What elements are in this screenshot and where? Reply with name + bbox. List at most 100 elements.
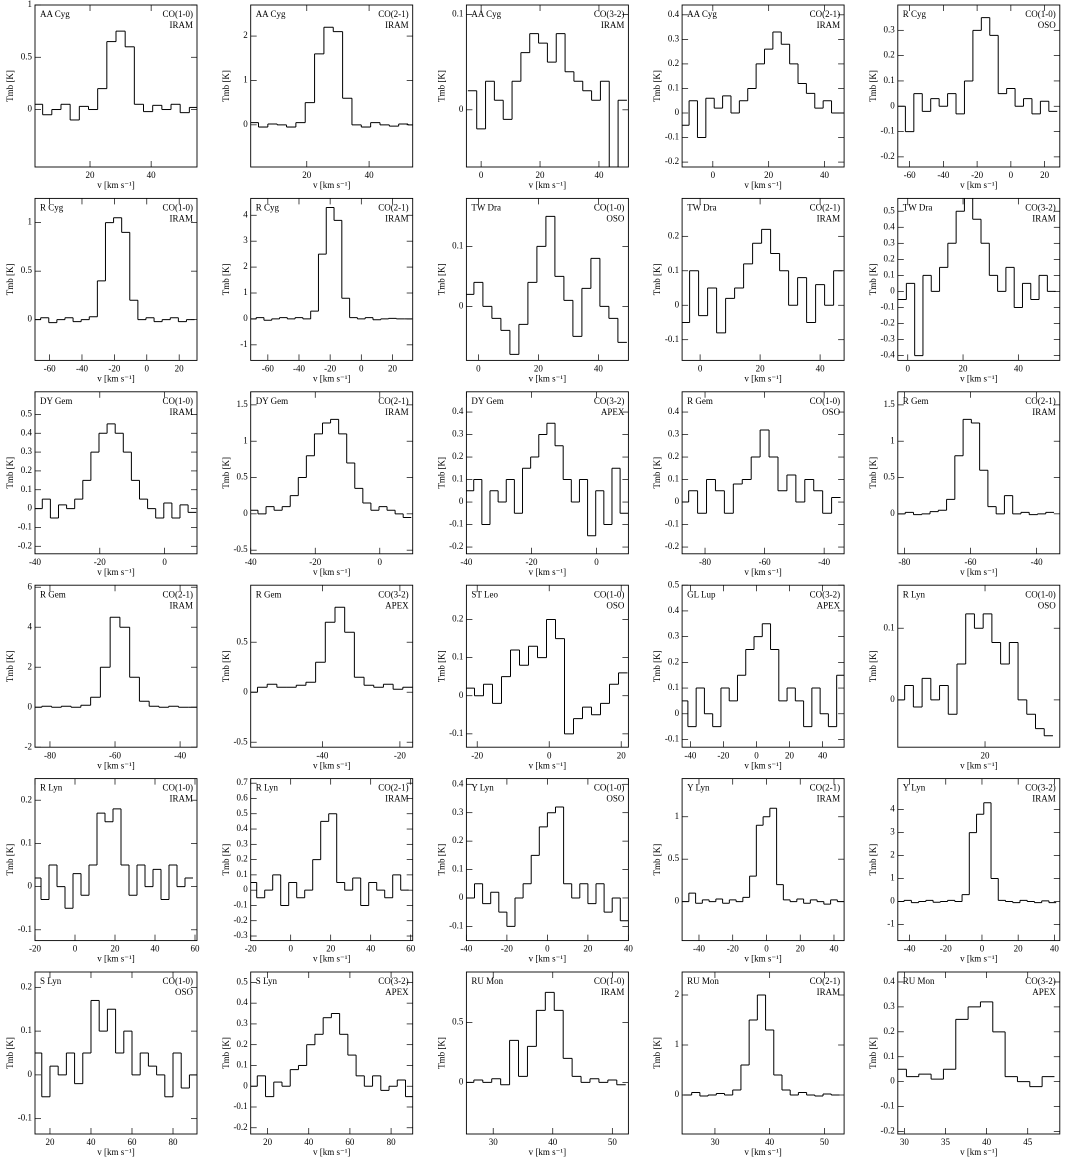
panel: 20 0 0.1 R Lyn CO(1-0)OSO v [km s⁻¹] Tmb [K] <box>868 584 1061 770</box>
spectrum <box>466 806 629 927</box>
panel: -80 -60 -40 -0.2 -0.1 0 0.1 0.2 0.3 0.4 R Gem CO(1-… <box>652 391 845 577</box>
transition: CO(3-2) <box>810 589 841 599</box>
star-name: R Lyn <box>903 589 926 599</box>
y-tick-label: -0.2 <box>881 151 895 161</box>
y-tick-label: 0 <box>675 708 680 718</box>
y-tick-label: 0.4 <box>884 221 896 231</box>
x-axis-label: v [km s⁻¹] <box>744 1147 781 1157</box>
transition: CO(1-0) <box>594 202 625 212</box>
y-tick-label: 0 <box>243 313 248 323</box>
telescope: APEX <box>385 600 409 610</box>
x-tick-label: -20 <box>394 750 406 760</box>
star-name: R Cyg <box>256 202 280 212</box>
y-tick-label: 0.1 <box>452 9 463 19</box>
y-tick-label: 3 <box>890 827 895 837</box>
spectrum <box>466 422 629 537</box>
y-tick-label: 0 <box>890 896 895 906</box>
telescope: IRAM <box>817 794 841 804</box>
y-tick-label: 1.5 <box>236 399 248 409</box>
x-tick-label: 0 <box>288 944 293 954</box>
x-tick-label: 20 <box>756 363 766 373</box>
y-tick-label: -0.5 <box>233 736 248 746</box>
star-name: TW Dra <box>471 202 501 212</box>
x-tick-label: 80 <box>387 1137 397 1147</box>
y-tick-label: -2 <box>25 741 33 751</box>
telescope: OSO <box>606 213 625 223</box>
x-tick-label: 20 <box>388 363 398 373</box>
x-tick-label: -40 <box>818 557 830 567</box>
y-axis-label: Tmb [K] <box>5 1037 15 1069</box>
y-tick-label: 3 <box>243 235 248 245</box>
plot-frame <box>897 4 1061 168</box>
star-name: R Gem <box>40 589 66 599</box>
y-axis-label: Tmb [K] <box>436 457 446 489</box>
y-tick-label: 0.3 <box>668 631 680 641</box>
telescope: IRAM <box>817 20 841 30</box>
spectrum <box>35 217 195 324</box>
y-tick-label: 0.2 <box>884 253 895 263</box>
y-tick-label: -0.3 <box>881 334 896 344</box>
star-name: RU Mon <box>687 976 719 986</box>
telescope: IRAM <box>385 213 409 223</box>
x-tick-label: 45 <box>1023 1137 1033 1147</box>
x-axis-label: v [km s⁻¹] <box>744 954 781 964</box>
y-tick-label: -0.2 <box>665 156 679 166</box>
y-tick-label: -0.5 <box>233 544 248 554</box>
plot-frame <box>681 391 845 555</box>
x-tick-label: -20 <box>727 944 739 954</box>
panel: 30 40 50 0 1 2 RU Mon CO(2-1)IRAM v [km s⁻¹] Tmb … <box>652 971 845 1157</box>
plot-frame <box>897 584 1061 748</box>
spectrum <box>250 418 412 518</box>
x-tick-label: -40 <box>245 557 257 567</box>
spectrum <box>35 999 197 1098</box>
x-tick-label: 40 <box>816 363 826 373</box>
y-tick-label: 0 <box>28 1069 33 1079</box>
y-tick-label: 0.4 <box>21 427 33 437</box>
x-tick-label: -40 <box>460 944 472 954</box>
star-name: R Gem <box>903 396 929 406</box>
y-tick-label: 0.1 <box>668 682 679 692</box>
y-tick-label: 0 <box>675 1089 680 1099</box>
y-tick-label: 0 <box>675 299 680 309</box>
y-tick-label: -0.1 <box>665 334 679 344</box>
telescope: OSO <box>175 987 194 997</box>
star-name: AA Cyg <box>40 9 70 19</box>
y-tick-label: 0.3 <box>668 33 680 43</box>
y-axis-label: Tmb [K] <box>868 70 878 102</box>
y-axis-label: Tmb [K] <box>868 650 878 682</box>
x-tick-label: 40 <box>594 170 604 180</box>
x-axis-label: v [km s⁻¹] <box>960 373 997 383</box>
x-tick-label: -60 <box>904 170 916 180</box>
x-axis-label: v [km s⁻¹] <box>744 373 781 383</box>
panel: 20 40 60 80 -0.2 -0.1 0 0.1 0.2 0.3 0.4 0.5 S Lyn CO(… <box>221 971 414 1157</box>
y-tick-label: 0.2 <box>452 614 463 624</box>
y-tick-label: -0.2 <box>18 540 32 550</box>
y-tick-label: 0.5 <box>884 472 896 482</box>
transition: CO(2-1) <box>378 396 409 406</box>
x-tick-label: 60 <box>191 944 201 954</box>
y-tick-label: -0.4 <box>881 350 896 360</box>
panel: 0 20 40 -0.4 -0.3 -0.2 -0.1 0 0.1 0.2 0.3 0.4 0.5 TW … <box>868 197 1061 383</box>
transition: CO(2-1) <box>810 9 841 19</box>
y-tick-label: 0.1 <box>884 1051 895 1061</box>
spectrum <box>898 198 1056 357</box>
x-axis-label: v [km s⁻¹] <box>960 180 997 190</box>
spectrum <box>35 423 197 519</box>
x-tick-label: 0 <box>73 944 78 954</box>
x-axis-label: v [km s⁻¹] <box>744 567 781 577</box>
telescope: OSO <box>1038 600 1057 610</box>
spectrum <box>897 17 1058 133</box>
star-name: R Cyg <box>40 202 64 212</box>
y-tick-label: 0.5 <box>21 51 33 61</box>
y-axis-label: Tmb [K] <box>868 844 878 876</box>
x-tick-label: 0 <box>698 363 703 373</box>
transition: CO(3-2) <box>1025 202 1056 212</box>
plot-frame <box>465 971 629 1135</box>
panel: -20 0 20 40 60 -0.3 -0.2 -0.1 0 0.1 0.2 0.3 0.4 0.5 0.… <box>221 777 416 963</box>
y-tick-label: 0.5 <box>236 808 248 818</box>
spectrum <box>682 228 843 334</box>
x-tick-label: 0 <box>594 557 599 567</box>
spectrum <box>682 429 841 514</box>
y-tick-label: 0.2 <box>21 981 32 991</box>
telescope: OSO <box>822 407 841 417</box>
